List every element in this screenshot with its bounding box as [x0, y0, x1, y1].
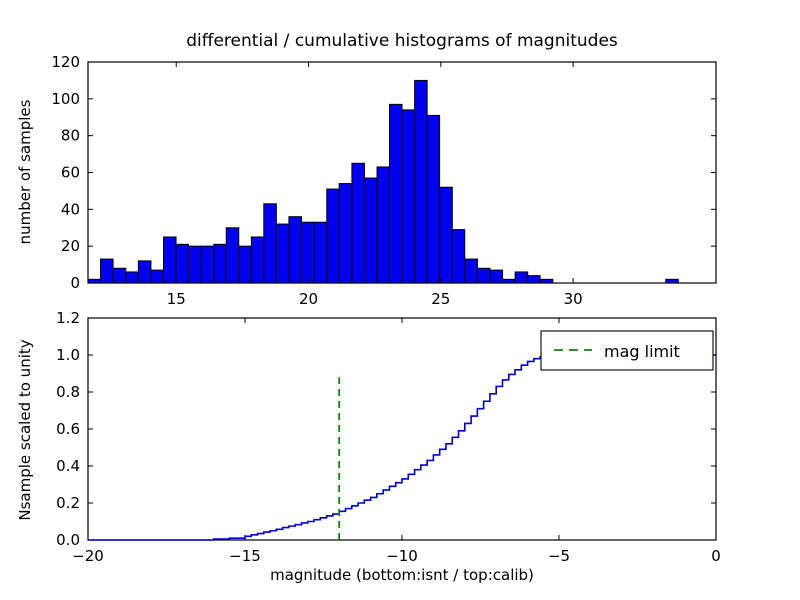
bottom-y-tick-label: 0.2: [56, 494, 80, 512]
bottom-y-tick-label: 1.0: [56, 346, 80, 364]
histogram-bar: [339, 184, 352, 283]
histogram-bar: [126, 272, 139, 283]
top-y-tick-label: 60: [61, 164, 80, 182]
histogram-bar: [239, 246, 252, 283]
histogram-bar: [214, 244, 227, 283]
top-y-tick-label: 40: [61, 200, 80, 218]
bottom-x-tick-label: −5: [548, 547, 570, 565]
legend-label-mag-limit: mag limit: [604, 342, 680, 361]
bottom-x-tick-label: −10: [386, 547, 418, 565]
histogram-bar: [427, 115, 440, 283]
top-y-axis-label: number of samples: [16, 99, 34, 244]
bottom-y-tick-label: 0.8: [56, 383, 80, 401]
histogram-bar: [264, 204, 277, 283]
figure-canvas: differential / cumulative histograms of …: [0, 0, 800, 600]
histogram-bar: [289, 217, 302, 283]
top-x-tick-label: 30: [564, 290, 583, 308]
histogram-bar: [465, 259, 478, 283]
histogram-bar: [226, 228, 239, 283]
histogram-bar: [477, 268, 490, 283]
top-x-tick-label: 15: [167, 290, 186, 308]
histogram-bar: [402, 110, 415, 283]
histogram-bar: [189, 246, 202, 283]
top-y-tick-label: 0: [70, 274, 80, 292]
histogram-bar: [490, 270, 503, 283]
top-x-tick-label: 25: [431, 290, 450, 308]
histogram-bar: [302, 222, 315, 283]
histogram-bar: [452, 230, 465, 283]
top-y-tick-label: 20: [61, 237, 80, 255]
histogram-bar: [502, 279, 515, 283]
histogram-bar: [314, 222, 327, 283]
histogram-bar: [101, 259, 114, 283]
histogram-bar: [113, 268, 126, 283]
bottom-y-tick-label: 0.6: [56, 420, 80, 438]
histogram-bar: [440, 187, 453, 283]
histogram-bar: [352, 163, 365, 283]
histogram-bar: [151, 270, 164, 283]
legend[interactable]: mag limit: [541, 331, 713, 370]
histogram-bar: [389, 104, 402, 283]
top-y-tick-label: 100: [51, 90, 80, 108]
histogram-bar: [327, 189, 340, 283]
histogram-bar: [88, 279, 101, 283]
matplotlib-figure: differential / cumulative histograms of …: [0, 0, 800, 600]
bottom-y-tick-label: 1.2: [56, 309, 80, 327]
histogram-bar: [164, 237, 177, 283]
chart-title: differential / cumulative histograms of …: [186, 31, 618, 51]
histogram-bar: [515, 272, 528, 283]
histogram-bar: [176, 244, 189, 283]
bottom-y-tick-label: 0.4: [56, 457, 80, 475]
histogram-bar: [201, 246, 214, 283]
histogram-bar: [528, 276, 541, 283]
bottom-y-axis-label: Nsample scaled to unity: [16, 339, 34, 520]
histogram-bar: [138, 261, 151, 283]
histogram-bar: [540, 279, 553, 283]
x-axis-label: magnitude (bottom:isnt / top:calib): [270, 566, 534, 584]
histogram-bar: [277, 224, 290, 283]
histogram-bar: [364, 178, 377, 283]
histogram-bar: [251, 237, 264, 283]
top-x-tick-label: 20: [299, 290, 318, 308]
bottom-x-tick-label: −20: [72, 547, 104, 565]
histogram-bar: [377, 167, 390, 283]
top-y-tick-label: 120: [51, 53, 80, 71]
histogram-bar: [666, 279, 679, 283]
bottom-x-tick-label: −15: [229, 547, 261, 565]
figure-background: [0, 0, 800, 600]
bottom-x-tick-label: 0: [711, 547, 721, 565]
top-y-tick-label: 80: [61, 127, 80, 145]
histogram-bar: [415, 80, 428, 283]
